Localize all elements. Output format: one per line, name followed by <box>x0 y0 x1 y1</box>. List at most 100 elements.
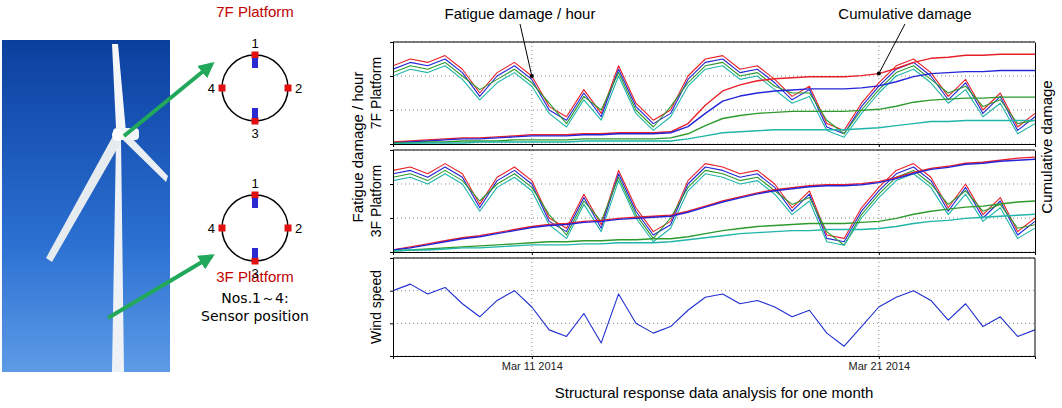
y-axis <box>390 43 394 145</box>
frame <box>393 42 1035 43</box>
tick <box>390 252 393 253</box>
x-axis-title: Structural response data analysis for on… <box>555 384 874 401</box>
sensor-strain <box>252 52 259 59</box>
series-line <box>393 164 1035 239</box>
turbine-photo <box>2 40 170 372</box>
tick-mark <box>390 42 393 43</box>
grid-line <box>393 218 1035 219</box>
tick-mark <box>532 356 533 359</box>
y2-axis <box>1035 43 1036 145</box>
cumulative-line <box>393 121 1035 144</box>
tick <box>390 150 393 151</box>
tick-mark <box>390 258 393 259</box>
tick <box>879 144 880 147</box>
y-axis-title: 3F Platform <box>368 165 384 237</box>
leader-line <box>520 24 532 76</box>
cumulative-line <box>393 97 1035 143</box>
tick: Mar 21 2014 <box>848 356 910 372</box>
leader-line <box>879 24 905 74</box>
frame <box>393 258 1035 259</box>
sensor-accel <box>252 108 258 118</box>
x-axis <box>394 252 1036 255</box>
grid-line <box>393 290 1035 291</box>
shared-y-title: Fatigue damage / hour <box>349 72 366 223</box>
tick-mark <box>390 150 393 151</box>
frame <box>393 150 1035 151</box>
tick <box>532 252 533 255</box>
grid-line <box>393 42 1035 43</box>
sensor-accel <box>252 248 258 258</box>
grid-line <box>531 150 532 252</box>
tick-mark <box>390 218 393 219</box>
sensor-note: Nos.1～4: <box>221 290 288 306</box>
sensor-number: 3 <box>251 126 258 141</box>
grid-line <box>531 42 532 144</box>
tick-mark <box>390 323 393 324</box>
tick-mark <box>390 291 393 292</box>
axis-line <box>1035 151 1036 253</box>
sensor-strain <box>219 225 226 232</box>
axis-line <box>394 357 1036 360</box>
blade <box>112 44 126 132</box>
tick: Mar 11 2014 <box>502 356 563 372</box>
sensor-number: 4 <box>208 81 215 96</box>
sensor-strain <box>285 85 292 92</box>
tick <box>390 323 393 324</box>
y2-axis <box>1035 151 1036 253</box>
grid <box>393 150 1035 252</box>
tick-mark <box>390 184 393 185</box>
axis-line <box>394 145 1036 148</box>
tick-mark <box>390 252 393 253</box>
cumulative-line <box>393 54 1035 142</box>
sensor-number: 1 <box>251 36 258 51</box>
platform: 7F Platform1234 <box>208 3 302 141</box>
annotation: Cumulative damage <box>838 5 971 22</box>
tick <box>390 356 393 357</box>
leader-dot <box>530 74 534 78</box>
tick-mark <box>390 110 393 111</box>
tick-label: Mar 11 2014 <box>502 360 563 372</box>
tick <box>879 252 880 255</box>
sensor-accel <box>252 58 258 68</box>
hub <box>112 129 124 141</box>
y-axis <box>390 151 394 253</box>
sensor-accel <box>252 198 258 208</box>
sensor-strain <box>219 85 226 92</box>
tick-mark <box>879 144 880 147</box>
panel: 3F Platform <box>368 150 1036 255</box>
axis-line <box>1035 43 1036 145</box>
tick-mark <box>390 356 393 357</box>
platform-circle <box>222 195 288 261</box>
series-line <box>393 66 1035 137</box>
sensor-strain <box>252 118 259 125</box>
sensor-strain <box>285 225 292 232</box>
platform: 3F Platform1234 <box>208 176 302 285</box>
blade <box>46 136 121 262</box>
tick-mark <box>879 356 880 359</box>
y-axis-title: 7F Platform <box>368 57 384 129</box>
series-line <box>393 56 1035 131</box>
axis-line <box>394 253 1036 256</box>
grid-line <box>393 184 1035 185</box>
blade <box>123 134 168 182</box>
tick <box>390 144 393 145</box>
axis-line <box>390 151 394 253</box>
arrow <box>124 64 212 136</box>
photo-sky <box>2 40 170 372</box>
grid-line <box>393 258 1035 259</box>
sensor-number: 3 <box>251 266 258 281</box>
tick-label: Mar 21 2014 <box>848 360 910 372</box>
tick <box>390 184 393 185</box>
sensor-number: 2 <box>295 81 302 96</box>
tick <box>390 42 393 43</box>
axis-line <box>390 259 394 357</box>
grid-line <box>393 110 1035 111</box>
tick <box>390 76 393 77</box>
tick-mark <box>879 252 880 255</box>
tick <box>390 291 393 292</box>
x-axis <box>394 144 1036 147</box>
grid-line <box>393 150 1035 151</box>
tower <box>112 140 124 372</box>
figure: 7F Platform12343F Platform1234Nos.1～4:Se… <box>0 0 1062 408</box>
tick <box>390 258 393 259</box>
